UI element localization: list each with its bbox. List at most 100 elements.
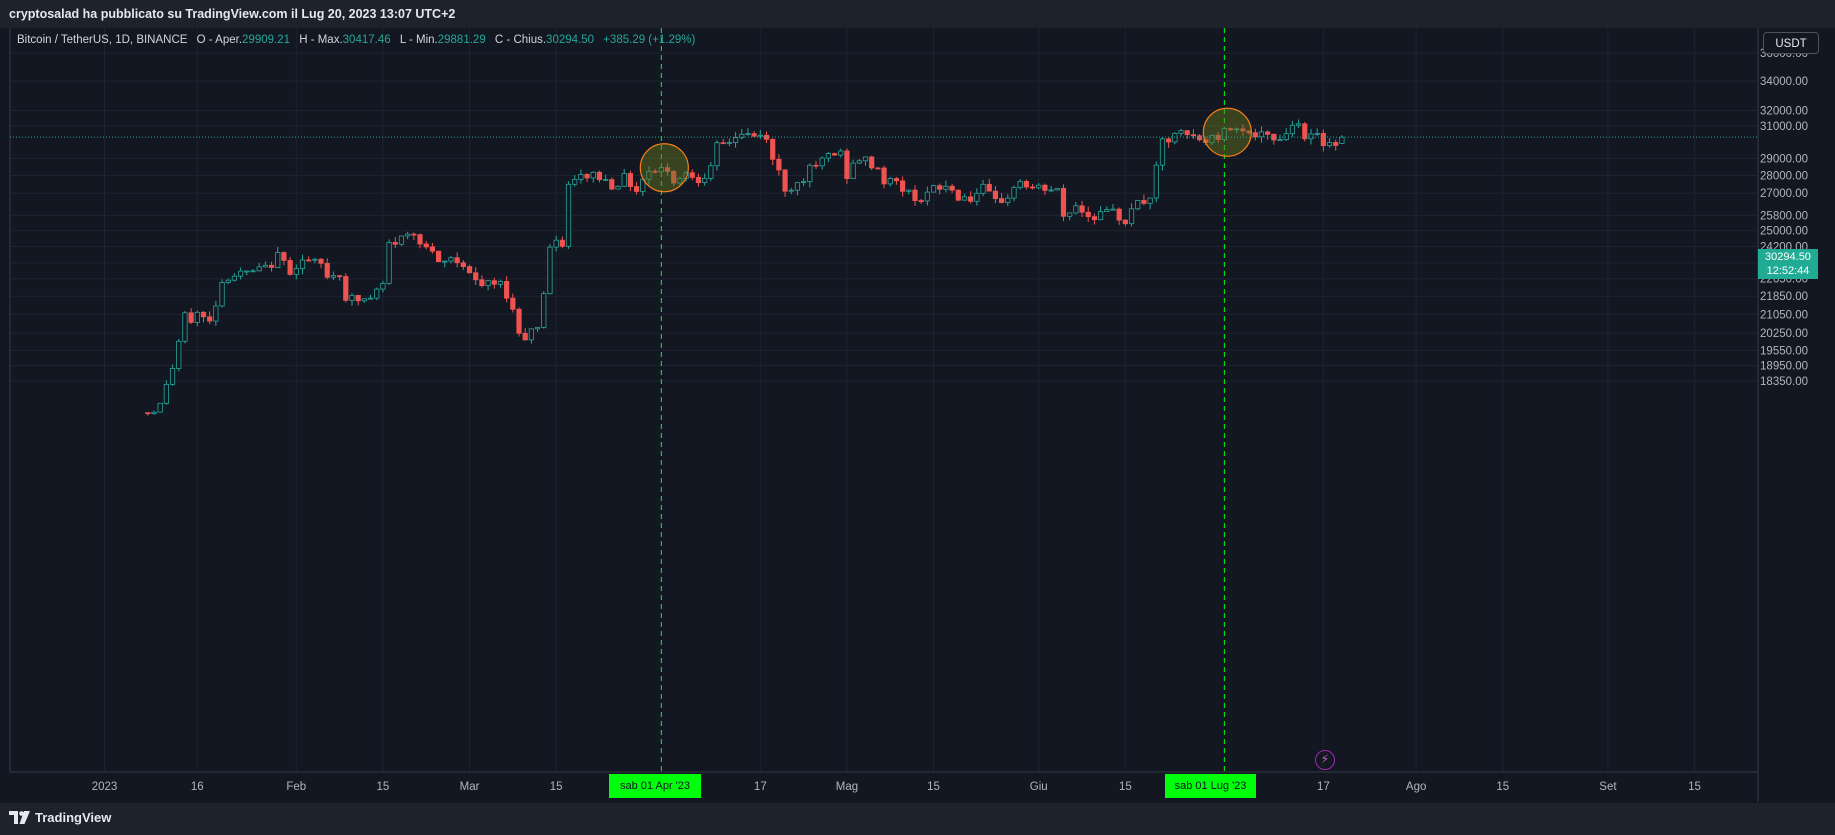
candle-body [151,411,157,415]
x-tick-label: 15 [927,781,940,793]
candle-body [850,162,856,179]
candle-body [312,258,318,261]
candle-body [355,294,361,302]
candle-body [157,402,163,413]
candle-body [819,157,825,167]
currency-button[interactable]: USDT [1763,32,1819,54]
y-tick-label: 32000.00 [1760,106,1808,118]
tradingview-logo[interactable]: TradingView [9,806,111,828]
candle-body [961,196,968,201]
x-tick-label: 17 [1317,781,1330,793]
candle-body [405,233,411,237]
candle-body [869,156,875,169]
candle-body [1141,200,1147,204]
candle-body [454,257,460,264]
x-tick-label: Giu [1030,781,1048,793]
x-tick-label: 16 [191,781,204,793]
candle-body [256,266,262,272]
candle-body [745,133,751,136]
candle-body [732,137,739,143]
candle-body [225,279,231,283]
candle-body [466,266,473,274]
x-tick-label: Feb [286,781,306,793]
x-tick-label: Set [1599,781,1617,793]
y-tick-label: 21050.00 [1760,309,1808,321]
candle-body [330,275,337,278]
x-tick-label: 17 [754,781,767,793]
y-tick-label: 19550.00 [1760,345,1808,357]
x-tick-label: 2023 [92,781,118,793]
x-tick-label: 15 [377,781,390,793]
candle-body [788,189,794,192]
candle-body [306,259,312,262]
candle-body [887,178,893,185]
candle-body [1036,184,1042,189]
candle-body [534,326,541,330]
publish-text: cryptosalad ha pubblicato su TradingView… [9,7,456,21]
candle-body [1314,133,1320,135]
candle-body [893,178,900,182]
candle-body [1258,131,1265,138]
y-tick-label: 29000.00 [1760,153,1808,165]
candle-body [906,189,912,192]
candle-body [250,270,256,273]
candle-body [423,243,429,248]
y-tick-label: 31000.00 [1760,121,1808,133]
candle-body [603,179,609,181]
candle-body [1048,189,1054,192]
low-value: 29881.29 [437,34,486,46]
highlight-circle-2 [1202,107,1252,157]
y-tick-label: 28000.00 [1760,171,1808,183]
candle-body [442,260,448,263]
candle-body [460,262,466,268]
candle-body [207,316,213,322]
change-value: +385.29 (+1.29%) [603,34,696,46]
brand-name: TradingView [35,809,112,825]
candle-body [1196,135,1203,141]
candles [145,119,1345,416]
candle-body [702,177,708,184]
close-value: 30294.50 [546,34,595,46]
candle-body [238,270,244,277]
candle-body [367,297,374,300]
candle-body [596,171,603,180]
candle-body [844,150,850,179]
high-value: 30417.46 [342,34,391,46]
candle-body [912,189,918,201]
x-tick-label: Mag [836,781,858,793]
price-chart[interactable]: 36000.0034000.0032000.0031000.0029000.00… [0,28,1835,803]
y-tick-label: 18950.00 [1760,361,1808,373]
candle-body [1116,208,1122,221]
candle-body [930,185,937,193]
candle-body [1005,197,1011,203]
candle-body [992,190,999,200]
candle-body [726,142,732,144]
low-label: L - Min. [399,34,438,46]
candle-body [627,173,633,187]
candle-body [429,246,436,252]
candle-body [1079,205,1085,213]
candle-body [411,233,417,236]
candle-body [695,176,702,184]
symbol-label: Bitcoin / TetherUS, 1D, BINANCE [17,34,188,46]
candle-body [1159,138,1166,166]
candle-body [1320,133,1326,147]
candle-body [1166,138,1172,143]
candle-body [299,259,306,270]
candle-body [838,150,844,156]
candle-body [937,185,943,190]
candle-body [1178,130,1184,134]
y-tick-label: 34000.00 [1760,76,1808,88]
candle-body [1110,208,1116,211]
candle-body [1240,128,1246,132]
lightning-icon[interactable]: ⚡ [1315,750,1335,770]
candle-body [1234,128,1240,131]
open-value: 29909.21 [242,34,290,46]
candle-body [522,332,528,341]
candle-body [268,264,275,268]
candle-body [169,368,176,385]
candle-body [1190,134,1197,137]
candle-body [318,258,324,264]
candle-body [881,167,887,185]
last-price-label: 30294.50 12:52:44 [1758,249,1818,279]
